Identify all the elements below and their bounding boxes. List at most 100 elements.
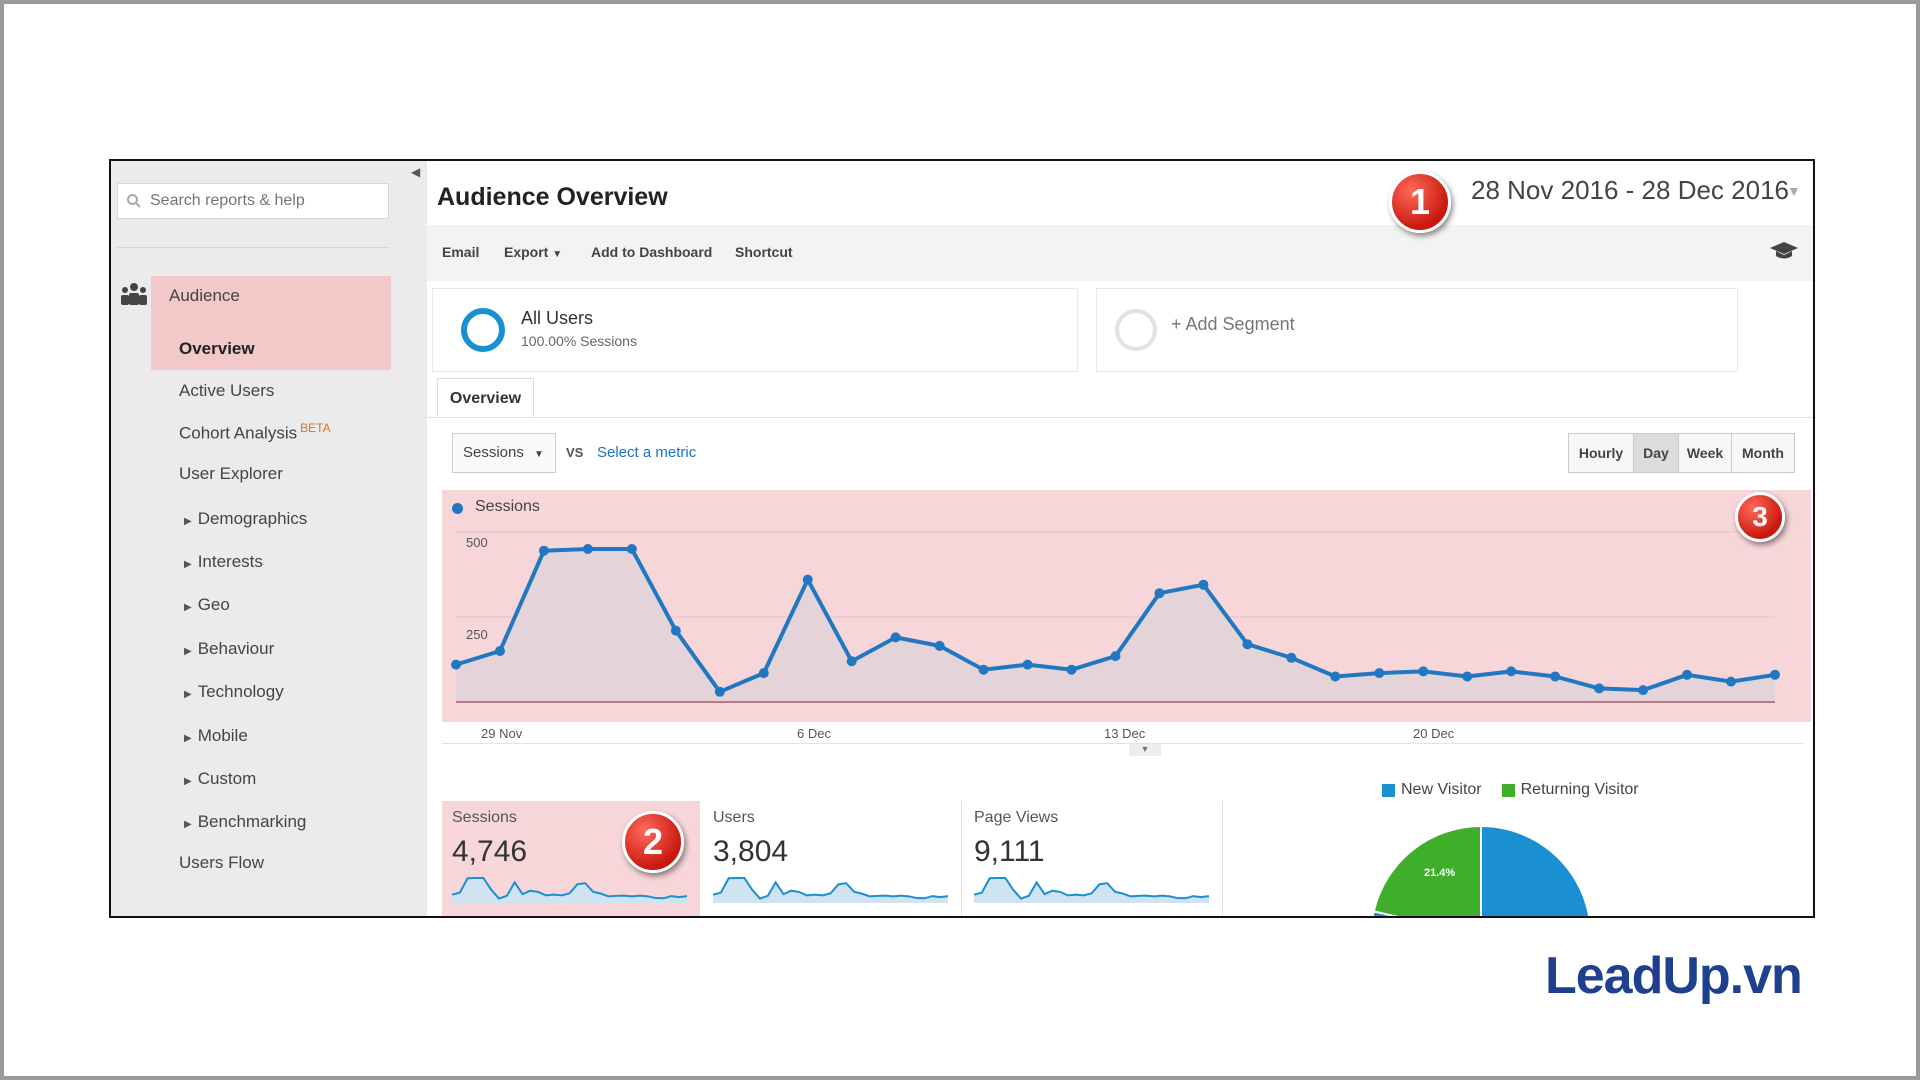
select-metric-link[interactable]: Select a metric [597, 444, 697, 461]
shortcut-button[interactable]: Shortcut [735, 244, 793, 260]
sessions-point[interactable] [1330, 671, 1341, 682]
caret-right-icon: ▶ [184, 602, 192, 613]
scorecard-users[interactable]: Users 3,804 [703, 801, 962, 916]
scorecard-label: Sessions [452, 809, 517, 826]
sidebar-item-active-users[interactable]: Active Users [179, 381, 274, 401]
caret-right-icon: ▶ [184, 733, 192, 744]
metric-select[interactable]: Sessions ▼ [452, 433, 556, 473]
sessions-point[interactable] [890, 632, 901, 643]
sessions-point[interactable] [714, 686, 725, 697]
sessions-point[interactable] [1022, 659, 1033, 670]
sparkline-line [974, 877, 1209, 900]
chart-expand-handle[interactable]: ▼ [1129, 744, 1161, 756]
sessions-point[interactable] [1286, 652, 1297, 663]
sidebar-collapse-strip[interactable] [409, 161, 427, 916]
caret-right-icon: ▶ [184, 646, 192, 657]
pie-label-returning: 21.4% [1424, 867, 1455, 879]
graduation-cap-icon[interactable] [1769, 240, 1799, 262]
sessions-point[interactable] [1154, 588, 1165, 599]
x-tick: 6 Dec [797, 726, 831, 741]
sidebar-item-cohort-analysis[interactable]: Cohort Analysis BETA [179, 421, 331, 444]
sessions-point[interactable] [451, 659, 461, 670]
sidebar-item-behaviour[interactable]: ▶ Behaviour [184, 639, 274, 659]
sidebar-item-overview[interactable]: Overview [179, 339, 255, 359]
sidebar-item-user-explorer[interactable]: User Explorer [179, 464, 283, 484]
sessions-point[interactable] [978, 664, 989, 675]
legend-swatch-returning-visitor [1501, 783, 1515, 797]
segment-sub-label: 100.00% Sessions [521, 333, 637, 349]
add-segment-card[interactable] [1096, 288, 1738, 372]
sparkline [452, 877, 687, 903]
legend-label-returning-visitor: Returning Visitor [1520, 781, 1639, 798]
caret-right-icon: ▶ [184, 819, 192, 830]
sessions-point[interactable] [1550, 671, 1561, 682]
caret-right-icon: ▶ [184, 516, 192, 527]
week-button[interactable]: Week [1678, 433, 1732, 473]
month-button[interactable]: Month [1731, 433, 1795, 473]
sidebar-item-users-flow[interactable]: Users Flow [179, 853, 264, 873]
sidebar-item-interests[interactable]: ▶ Interests [184, 552, 263, 572]
divider [442, 743, 1804, 744]
sessions-point[interactable] [494, 646, 505, 656]
sessions-point[interactable] [1462, 671, 1473, 682]
sessions-point[interactable] [1110, 651, 1121, 662]
sessions-point[interactable] [1418, 666, 1429, 677]
add-to-dashboard-button[interactable]: Add to Dashboard [591, 244, 713, 260]
sidebar-item-label: Geo [197, 595, 230, 614]
leadup-logo: LeadUp.vn [1545, 947, 1803, 1005]
scorecard-page-views[interactable]: Page Views 9,111 [964, 801, 1223, 916]
divider [427, 417, 1813, 418]
caret-right-icon: ▶ [184, 776, 192, 787]
segment-all-users[interactable] [432, 288, 1078, 372]
sessions-point[interactable] [670, 625, 681, 636]
email-button[interactable]: Email [442, 244, 480, 260]
sessions-point[interactable] [1198, 579, 1209, 590]
sessions-point[interactable] [1594, 683, 1605, 694]
sessions-point[interactable] [538, 545, 549, 556]
sessions-point[interactable] [846, 656, 857, 667]
sessions-point[interactable] [802, 574, 813, 585]
date-range-picker[interactable]: 28 Nov 2016 - 28 Dec 2016 [1471, 175, 1789, 205]
sidebar-item-label: Interests [197, 552, 263, 571]
sessions-point[interactable] [1066, 664, 1077, 675]
export-button[interactable]: Export ▼ [504, 244, 562, 260]
scorecard-value: 3,804 [713, 835, 789, 868]
day-button[interactable]: Day [1633, 433, 1679, 473]
collapse-arrow-icon[interactable]: ◀ [411, 165, 421, 179]
sidebar-item-custom[interactable]: ▶ Custom [184, 769, 256, 789]
sessions-point[interactable] [1726, 676, 1737, 687]
caret-right-icon: ▶ [184, 559, 192, 570]
sidebar-item-technology[interactable]: ▶ Technology [184, 682, 284, 702]
beta-badge: BETA [300, 421, 331, 435]
sparkline-area [974, 878, 1209, 903]
sessions-point[interactable] [1506, 666, 1517, 677]
hourly-button[interactable]: Hourly [1568, 433, 1634, 473]
visitor-pie-chart: 21.4% [1371, 826, 1591, 916]
sessions-point[interactable] [1770, 669, 1780, 680]
sidebar-item-mobile[interactable]: ▶ Mobile [184, 726, 248, 746]
sessions-point[interactable] [626, 544, 637, 554]
sidebar-item-benchmarking[interactable]: ▶ Benchmarking [184, 812, 306, 832]
sessions-point[interactable] [934, 640, 945, 651]
sessions-legend-label: Sessions [475, 498, 540, 515]
sessions-point[interactable] [1638, 685, 1649, 696]
sidebar-item-demographics[interactable]: ▶ Demographics [184, 509, 307, 529]
sidebar-section-audience[interactable]: Audience [169, 286, 240, 305]
annotation-badge-2: 2 [622, 811, 684, 873]
search-box[interactable] [117, 183, 389, 219]
sidebar-item-label: Technology [197, 682, 284, 701]
search-input[interactable] [148, 191, 382, 211]
sessions-point[interactable] [1682, 669, 1693, 680]
add-segment-button[interactable]: + Add Segment [1171, 314, 1295, 334]
chevron-down-icon[interactable]: ▼ [1787, 183, 1801, 199]
sidebar-item-geo[interactable]: ▶ Geo [184, 595, 230, 615]
sessions-point[interactable] [758, 668, 769, 679]
sessions-point[interactable] [582, 544, 593, 554]
analytics-window: ◀ Audience Overview Active Users Cohort An… [109, 159, 1815, 918]
sessions-point[interactable] [1242, 639, 1253, 650]
sessions-point[interactable] [1374, 668, 1385, 679]
tab-overview[interactable]: Overview [437, 378, 534, 418]
divider [117, 247, 389, 248]
granularity-buttons: Hourly Day Week Month [1568, 433, 1795, 473]
scorecard-value: 4,746 [452, 835, 528, 868]
